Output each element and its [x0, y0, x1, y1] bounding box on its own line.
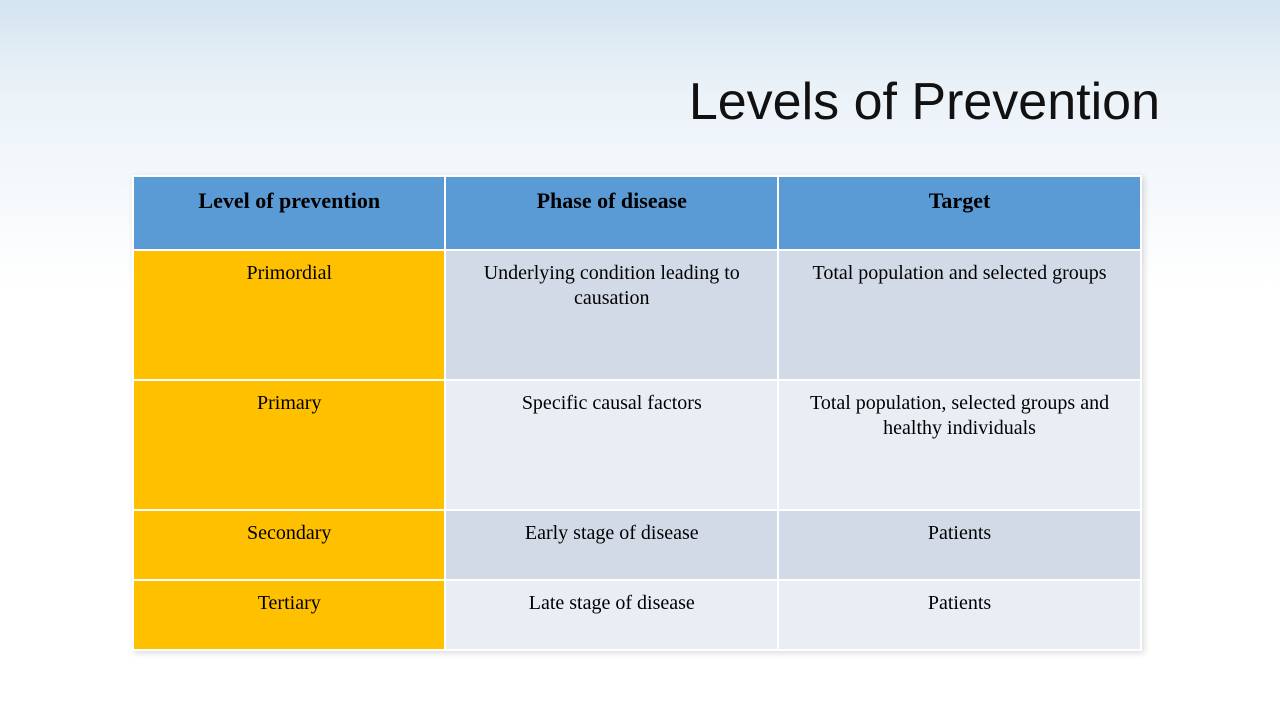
- cell-level: Primary: [133, 380, 445, 510]
- cell-phase: Specific causal factors: [445, 380, 778, 510]
- table-row: Secondary Early stage of disease Patient…: [133, 510, 1141, 580]
- table-row: Primary Specific causal factors Total po…: [133, 380, 1141, 510]
- table-header-row: Level of prevention Phase of disease Tar…: [133, 176, 1141, 250]
- cell-target: Patients: [778, 510, 1141, 580]
- prevention-table-container: Level of prevention Phase of disease Tar…: [132, 175, 1142, 651]
- table-row: Tertiary Late stage of disease Patients: [133, 580, 1141, 650]
- cell-phase: Early stage of disease: [445, 510, 778, 580]
- prevention-table: Level of prevention Phase of disease Tar…: [132, 175, 1142, 651]
- header-phase: Phase of disease: [445, 176, 778, 250]
- table-row: Primordial Underlying condition leading …: [133, 250, 1141, 380]
- cell-target: Patients: [778, 580, 1141, 650]
- page-title: Levels of Prevention: [0, 72, 1160, 132]
- cell-level: Tertiary: [133, 580, 445, 650]
- table-body: Primordial Underlying condition leading …: [133, 250, 1141, 650]
- cell-target: Total population and selected groups: [778, 250, 1141, 380]
- header-target: Target: [778, 176, 1141, 250]
- header-level: Level of prevention: [133, 176, 445, 250]
- cell-level: Secondary: [133, 510, 445, 580]
- cell-level: Primordial: [133, 250, 445, 380]
- cell-target: Total population, selected groups and he…: [778, 380, 1141, 510]
- cell-phase: Late stage of disease: [445, 580, 778, 650]
- cell-phase: Underlying condition leading to causatio…: [445, 250, 778, 380]
